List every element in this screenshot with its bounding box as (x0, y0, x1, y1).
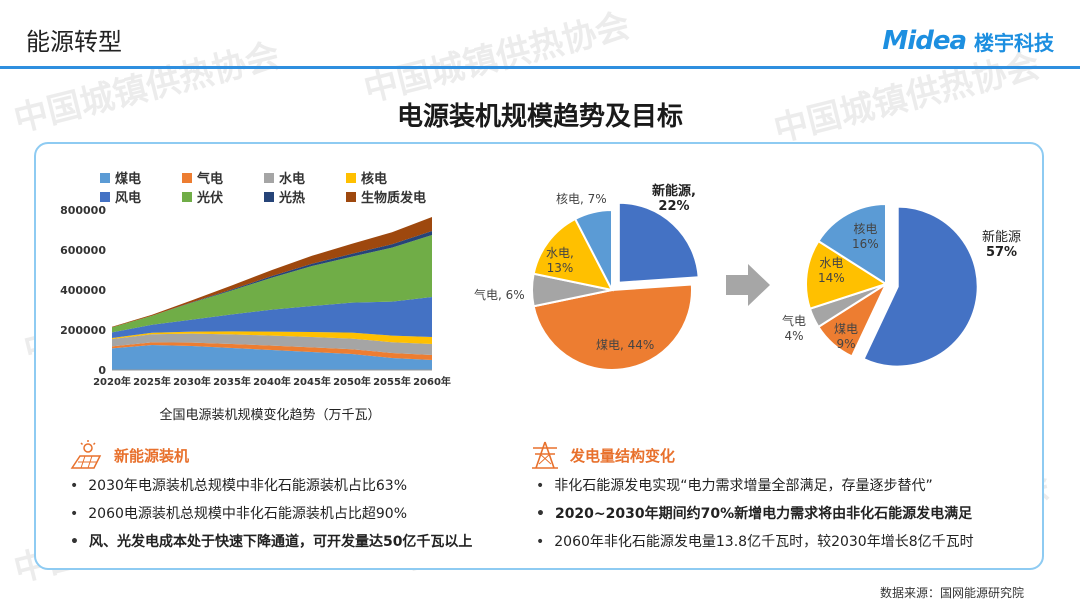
legend-item-coal: 煤电 (100, 168, 182, 187)
x-tick-label: 2060年 (413, 375, 451, 388)
area-series-7 (112, 217, 432, 328)
section-heading-generation: 发电量结构变化 (530, 440, 675, 470)
generation-bullet-list: 非化石能源发电实现“电力需求增量全部满足，存量逐步替代” 2020~2030年期… (536, 472, 974, 556)
pie-slice-0 (617, 201, 700, 284)
pie-slice-1 (532, 283, 693, 372)
pie-slice-4 (573, 208, 613, 291)
section-heading-renewable: 新能源装机 (68, 440, 189, 470)
pie-slice-4 (817, 202, 887, 286)
x-tick-label: 2030年 (173, 375, 211, 388)
renewable-bullet-list: 2030年电源装机总规模中非化石能源装机占比63% 2060电源装机总规模中非化… (70, 472, 472, 556)
pie-slice-0 (862, 205, 979, 368)
chart-caption: 全国电源装机规模变化趋势（万千瓦） (159, 408, 381, 423)
x-tick-label: 2020年 (93, 375, 131, 388)
pie2-label-gas: 气电 4% (782, 314, 807, 343)
x-tick-label: 2055年 (373, 375, 411, 388)
capacity-area-chart: 0 200000 400000 600000 800000 2020年 2025年 2030年… (60, 204, 451, 388)
list-item: 非化石能源发电实现“电力需求增量全部满足，存量逐步替代” (536, 472, 974, 500)
y-tick-label: 0 (98, 364, 106, 377)
y-tick-label: 200000 (60, 324, 106, 337)
pie-chart-2060 (805, 202, 979, 368)
pie2-label-hydro: 水电 14% (818, 256, 845, 285)
pie1-label-hydro: 水电, 13% (546, 246, 574, 275)
x-tick-label: 2025年 (133, 375, 171, 388)
legend-item-wind: 风电 (100, 187, 182, 206)
legend-item-hydro: 水电 (264, 168, 346, 187)
header-divider (0, 66, 1080, 69)
arrow-right-icon (726, 264, 770, 306)
area-series-6 (112, 231, 432, 328)
y-tick-label: 600000 (60, 244, 106, 257)
legend-item-biomass: 生物质发电 (346, 187, 460, 206)
x-tick-label: 2040年 (253, 375, 291, 388)
list-item: 2020~2030年期间约70%新增电力需求将由非化石能源发电满足 (536, 500, 974, 528)
y-tick-label: 800000 (60, 204, 106, 217)
watermark: 中国城镇供热协会 (360, 5, 634, 111)
logo-subtitle: 楼宇科技 (974, 30, 1054, 55)
x-tick-label: 2045年 (293, 375, 331, 388)
pie-chart-2030 (531, 201, 700, 372)
pie2-label-coal: 煤电 9% (834, 322, 859, 351)
power-tower-icon (532, 441, 558, 469)
legend-item-csp: 光热 (264, 187, 346, 206)
list-item: 风、光发电成本处于快速下降通道，可开发量达50亿千瓦以上 (70, 528, 472, 556)
list-item: 2060年非化石能源发电量13.8亿千瓦时，较2030年增长8亿千瓦时 (536, 528, 973, 556)
page-title: 能源转型 (26, 28, 122, 56)
area-series-5 (112, 235, 432, 333)
pie-slice-3 (805, 239, 889, 310)
area-series-0 (112, 345, 432, 370)
list-item: 2060电源装机总规模中非化石能源装机占比超90% (70, 500, 472, 528)
logo-brand: Midea (882, 26, 967, 56)
list-item: 2030年电源装机总规模中非化石能源装机占比63% (70, 472, 472, 500)
pie2-label-nuclear: 核电 16% (852, 222, 879, 251)
x-tick-label: 2035年 (213, 375, 251, 388)
chart-legend: 煤电 气电 水电 核电 风电 光伏 光热 生物质发电 (100, 168, 460, 206)
area-series-2 (112, 333, 432, 355)
x-tick-label: 2050年 (333, 375, 371, 388)
legend-item-solar: 光伏 (182, 187, 264, 206)
pie-slice-3 (532, 217, 614, 292)
pie1-label-nuclear: 核电, 7% (556, 192, 607, 206)
pie1-label-gas: 气电, 6% (474, 288, 525, 302)
y-tick-label: 400000 (60, 284, 106, 297)
area-series-3 (112, 331, 432, 344)
slide-title: 电源装机规模趋势及目标 (396, 102, 683, 132)
company-logo: Midea 楼宇科技 (882, 26, 1054, 56)
legend-item-nuclear: 核电 (346, 168, 428, 187)
area-series-4 (112, 297, 432, 338)
legend-item-gas: 气电 (182, 168, 264, 187)
pie1-label-coal: 煤电, 44% (596, 338, 655, 352)
data-source: 数据来源：国网能源研究院 (879, 586, 1024, 600)
area-series-1 (112, 342, 432, 360)
pie1-label-renewable: 新能源, 22% (652, 184, 696, 214)
pie2-label-renewable: 新能源 57% (982, 230, 1022, 260)
solar-panel-icon (70, 440, 102, 469)
